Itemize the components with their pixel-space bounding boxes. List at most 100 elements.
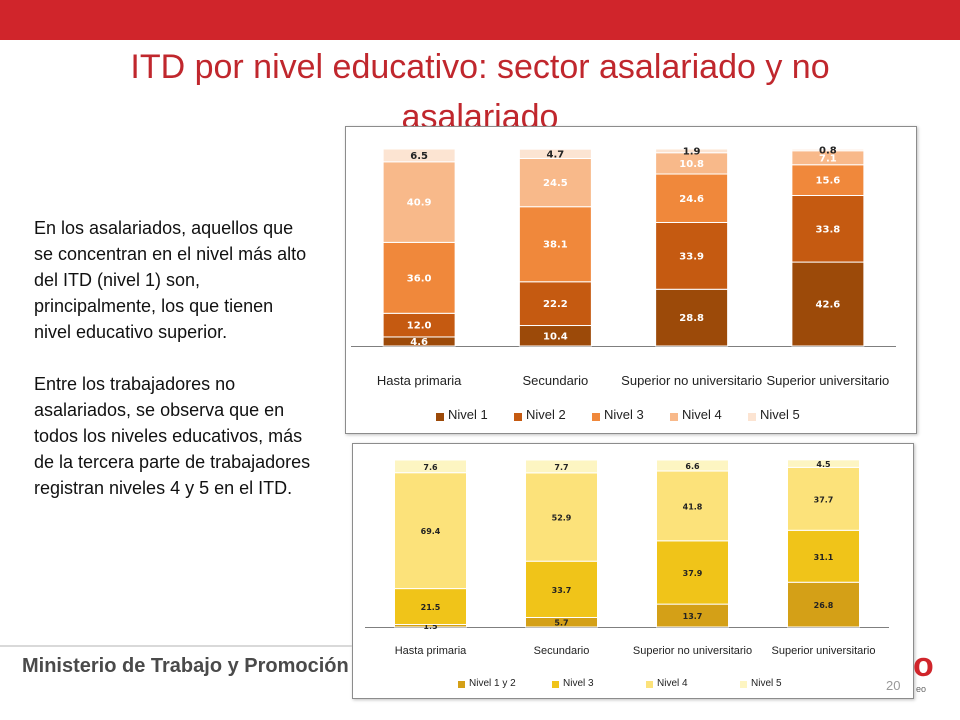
paragraph-2: Entre los trabajadores no asalariados, s… [34, 374, 316, 498]
chart2-bar-0-3 [394, 459, 467, 474]
chart2-category-1: Secundario [534, 645, 590, 657]
page-number: 20 [886, 678, 901, 693]
chart1-legend-swatch-1 [514, 413, 522, 421]
chart2-label-2-1: 37.9 [683, 569, 703, 578]
chart1-legend-swatch-0 [436, 413, 444, 421]
chart2-bar-2-1 [656, 540, 729, 605]
chart1-label-3-1: 33.8 [816, 224, 841, 235]
chart2-label-3-0: 26.8 [814, 601, 834, 610]
chart1-label-0-2: 36.0 [407, 273, 432, 284]
chart2-bar-2-3 [656, 459, 729, 472]
chart1-label-0-0: 4.6 [410, 337, 428, 348]
slide-title: ITD por nivel educativo: sector asalaria… [130, 48, 830, 136]
chart2-bar-1-2 [525, 472, 598, 562]
chart2-bar-0-2 [394, 472, 467, 590]
chart1-category-1: Secundario [522, 373, 588, 388]
chart1-label-3-3: 7.1 [819, 153, 837, 164]
chart1-label-2-0: 28.8 [679, 313, 704, 324]
chart2-legend-label-1: Nivel 3 [563, 678, 594, 689]
chart1-label-1-4: 4.7 [547, 149, 565, 160]
chart2-label-2-3: 6.6 [685, 462, 700, 471]
chart1-legend-label-0: Nivel 1 [448, 407, 488, 422]
body-text: En los asalariados, aquellos que se conc… [34, 215, 314, 501]
chart2-label-3-3: 4.5 [816, 460, 831, 469]
chart2-label-3-1: 31.1 [814, 553, 834, 562]
paragraph-1: En los asalariados, aquellos que se conc… [34, 218, 312, 342]
chart2-legend-label-0: Nivel 1 y 2 [469, 678, 516, 689]
chart1-bar-2-4 [655, 148, 729, 154]
chart1-legend-swatch-3 [670, 413, 678, 421]
chart1-bar-3-2 [791, 164, 865, 196]
chart2-label-1-3: 7.7 [554, 463, 568, 472]
chart1-label-0-3: 40.9 [407, 198, 432, 209]
chart1-label-2-3: 10.8 [679, 159, 704, 170]
chart1-label-1-2: 38.1 [543, 240, 568, 251]
chart2-bar-3-2 [787, 466, 860, 531]
logo-small-text: eo [916, 684, 927, 694]
chart2-label-1-0: 5.7 [554, 619, 568, 628]
chart1-label-3-0: 42.6 [816, 300, 841, 311]
chart1-category-3: Superior universitario [766, 373, 889, 388]
chart2-legend-swatch-3 [740, 681, 747, 688]
chart-no-asalariado-svg: 1.5 21.5 69.4 7.6 Hasta primaria 5.7 33.7 52.9 7… [365, 459, 889, 689]
chart2-label-2-2: 41.8 [683, 502, 703, 511]
chart2-category-0: Hasta primaria [395, 645, 467, 657]
chart2-bar-3-3 [787, 459, 860, 468]
chart2-bar-1-3 [525, 459, 598, 474]
header-bar [0, 0, 960, 40]
chart1-legend-label-1: Nivel 2 [526, 407, 566, 422]
chart1-label-2-1: 33.9 [679, 251, 704, 262]
chart2-bar-0-1 [394, 588, 467, 625]
chart1-bar-3-4 [791, 148, 865, 152]
chart1-legend-swatch-2 [592, 413, 600, 421]
chart2-legend-swatch-1 [552, 681, 559, 688]
chart1-label-1-1: 22.2 [543, 299, 568, 310]
chart1-category-2: Superior no universitario [621, 373, 762, 388]
chart1-label-3-4: 0.8 [819, 145, 837, 156]
chart2-bar-2-2 [656, 470, 729, 542]
chart1-bar-2-2 [655, 173, 729, 223]
footer-ministry: Ministerio de Trabajo y Promoción del Em… [22, 655, 352, 677]
chart1-label-1-3: 24.5 [543, 178, 568, 189]
chart-asalariado-svg: 4.6 12.0 36.0 40.9 6.5 Hasta primaria 10.4 22.2… [351, 145, 896, 422]
chart1-label-2-4: 1.9 [683, 146, 701, 157]
chart2-legend-swatch-0 [458, 681, 465, 688]
chart2-bar-1-1 [525, 560, 598, 618]
chart2-legend-label-3: Nivel 5 [751, 678, 782, 689]
chart1-legend-label-4: Nivel 5 [760, 407, 800, 422]
chart1-legend-label-3: Nivel 4 [682, 407, 722, 422]
chart1-bar-2-1 [655, 221, 729, 290]
chart2-legend-label-2: Nivel 4 [657, 678, 688, 689]
chart1-bar-3-1 [791, 194, 865, 263]
footer-divider [0, 645, 352, 647]
chart1-bar-0-2 [382, 241, 456, 314]
chart2-category-3: Superior universitario [772, 645, 876, 657]
chart1-legend-label-2: Nivel 3 [604, 407, 644, 422]
chart2-label-1-2: 52.9 [552, 514, 572, 523]
header-band [0, 40, 960, 100]
chart1-bar-2-0 [655, 288, 729, 347]
chart2-label-0-2: 69.4 [421, 527, 441, 536]
chart2-label-3-2: 37.7 [814, 495, 834, 504]
chart1-bar-1-1 [518, 281, 592, 327]
chart-no-asalariado: 1.5 21.5 69.4 7.6 Hasta primaria 5.7 33.7 52.9 7… [352, 443, 914, 699]
chart1-category-0: Hasta primaria [377, 373, 462, 388]
chart1-label-0-4: 6.5 [410, 151, 428, 162]
chart2-bar-3-0 [787, 581, 860, 628]
chart1-bar-3-0 [791, 261, 865, 347]
chart1-bar-0-4 [382, 148, 456, 163]
chart2-label-1-1: 33.7 [552, 586, 572, 595]
chart1-label-1-0: 10.4 [543, 331, 568, 342]
chart2-label-2-0: 13.7 [683, 612, 703, 621]
logo-fragment: o [913, 646, 934, 684]
chart2-category-2: Superior no universitario [633, 645, 752, 657]
chart1-label-2-2: 24.6 [679, 194, 704, 205]
chart2-label-0-0: 1.5 [423, 622, 438, 631]
chart1-label-0-1: 12.0 [407, 321, 432, 332]
chart1-bar-1-4 [518, 148, 592, 159]
chart2-label-0-3: 7.6 [423, 463, 438, 472]
chart-asalariado: 4.6 12.0 36.0 40.9 6.5 Hasta primaria 10.4 22.2… [345, 126, 917, 434]
chart1-bar-1-2 [518, 206, 592, 283]
chart1-legend-swatch-4 [748, 413, 756, 421]
chart2-legend-swatch-2 [646, 681, 653, 688]
